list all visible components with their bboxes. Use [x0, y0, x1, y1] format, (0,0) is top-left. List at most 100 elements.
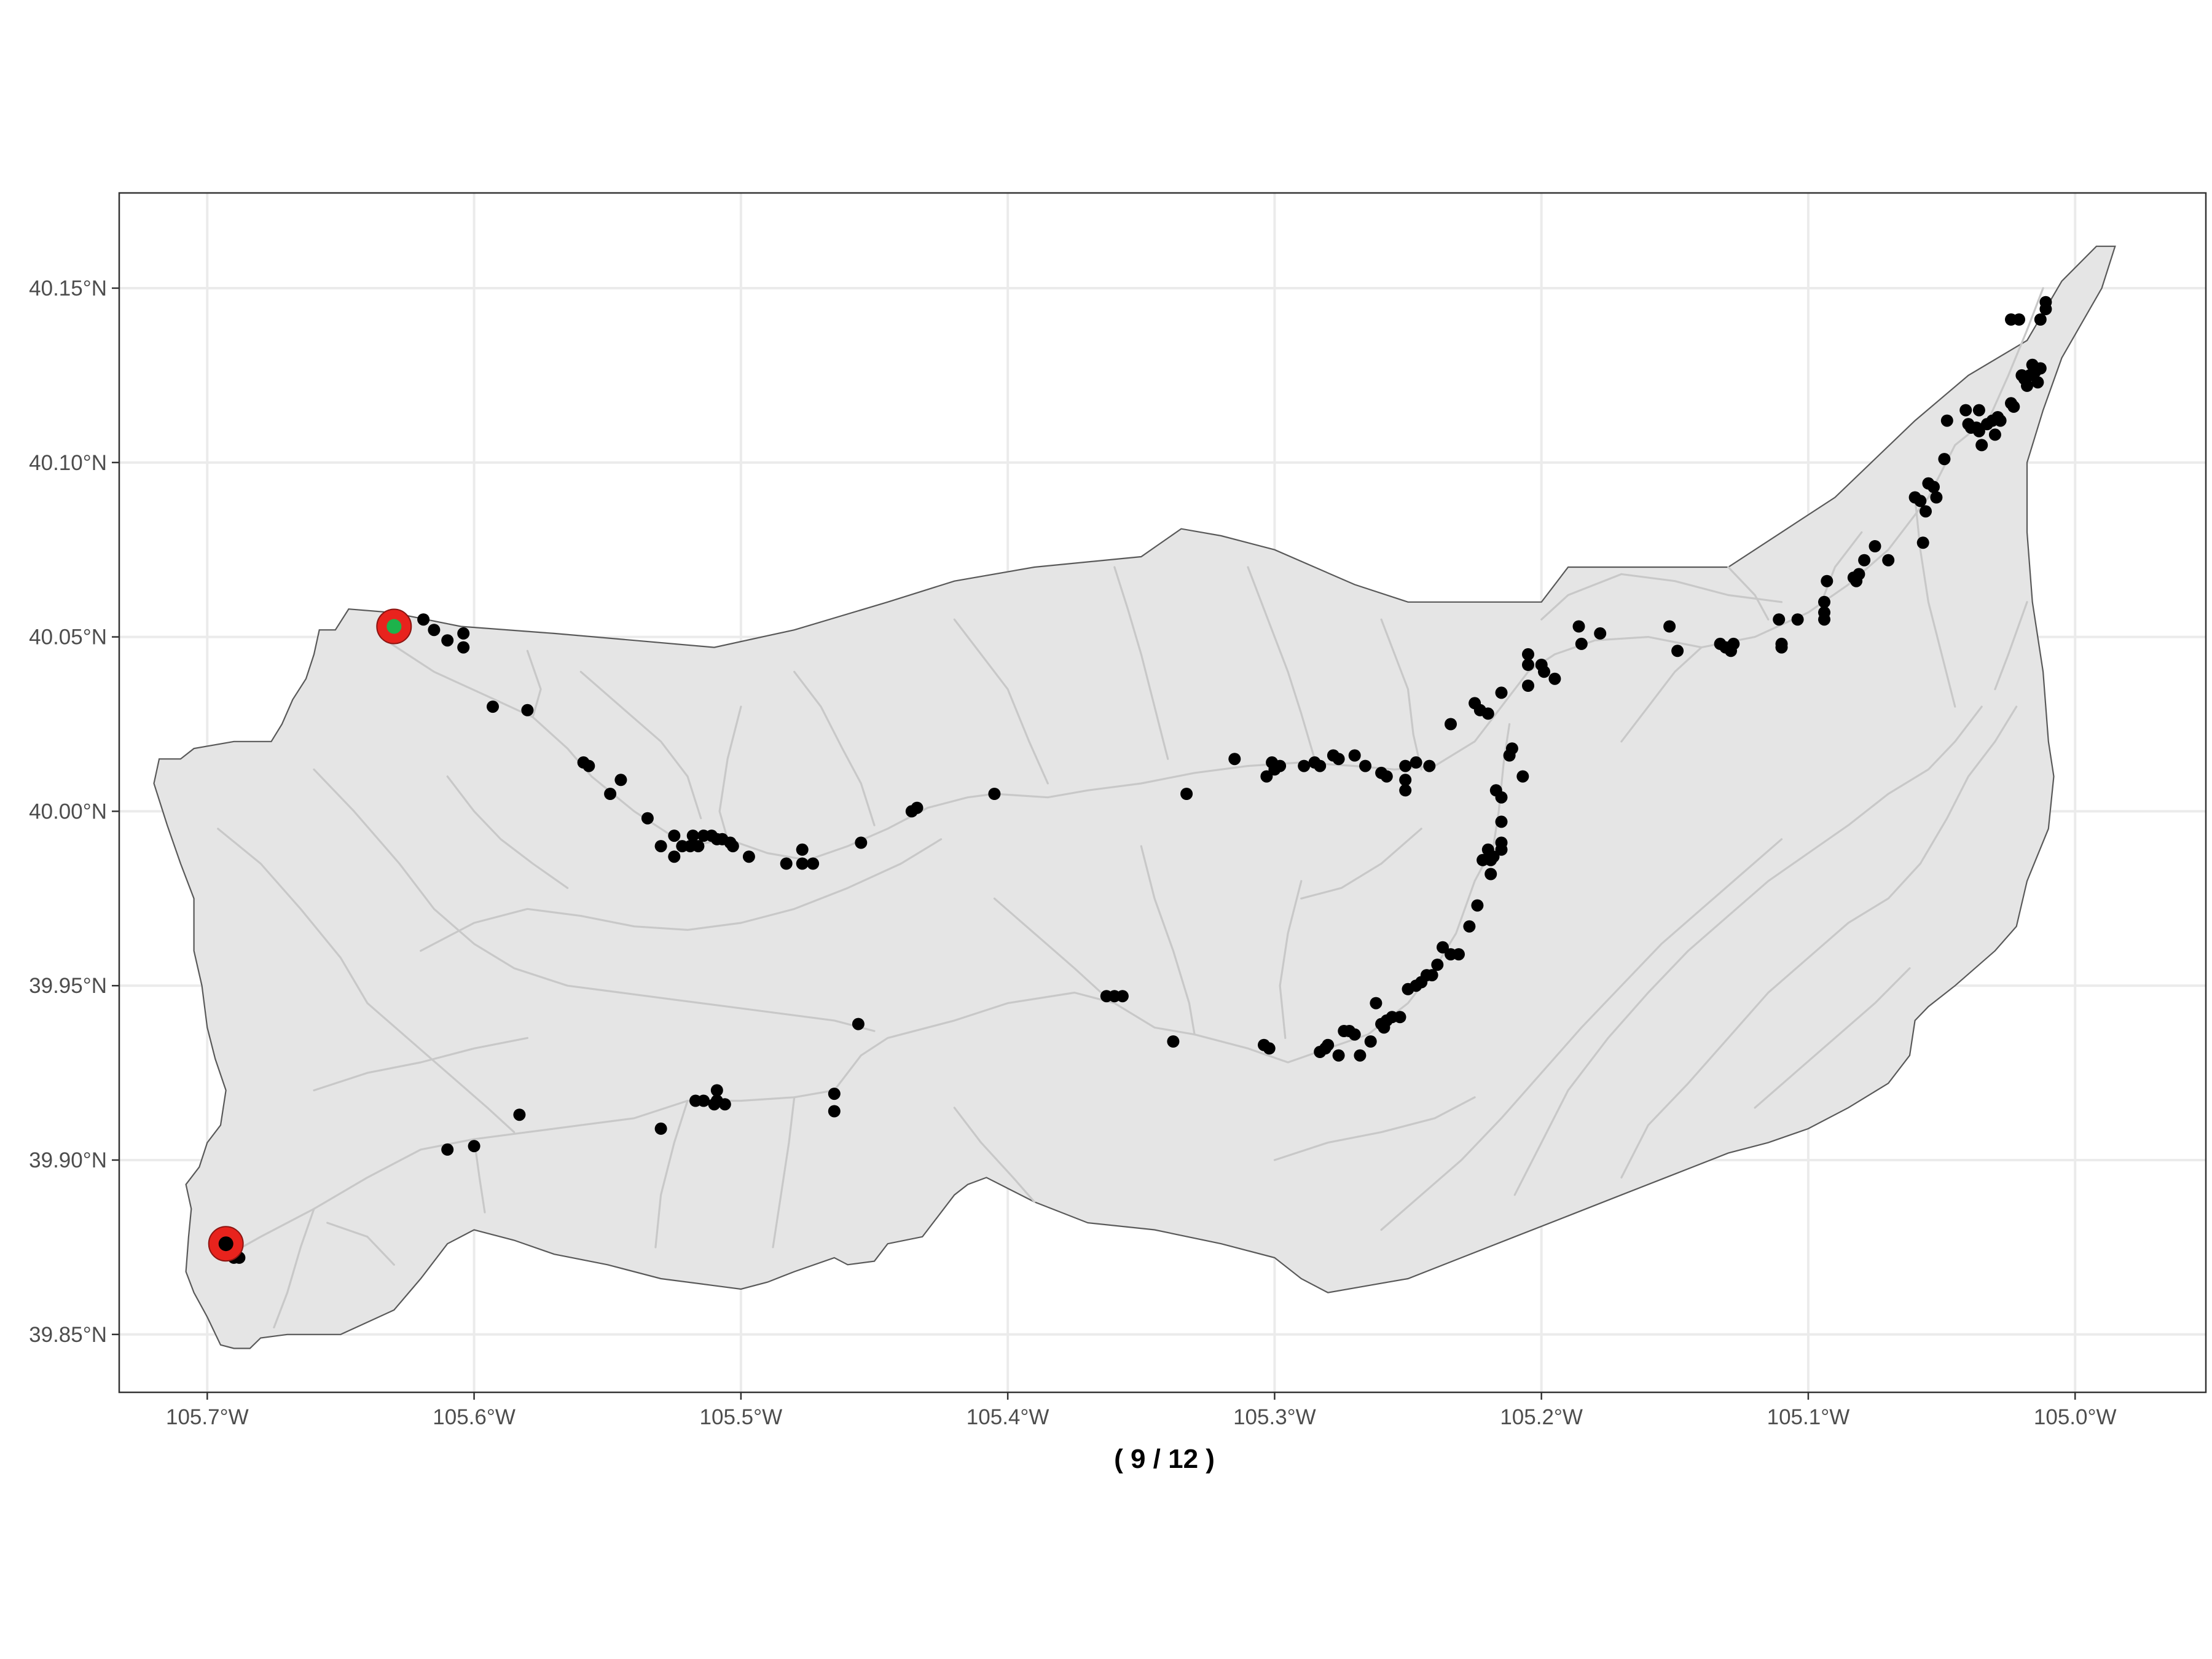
site-point	[2007, 400, 2020, 413]
stream-line	[953, 618, 1049, 785]
site-point	[441, 634, 454, 647]
site-point	[828, 1105, 841, 1118]
x-tick-label: 105.0°W	[2034, 1405, 2117, 1429]
site-point	[686, 830, 699, 842]
site-point	[668, 850, 681, 863]
site-point	[2031, 376, 2044, 389]
stream-line	[953, 1107, 1036, 1203]
stream-line	[718, 705, 742, 841]
site-point	[1972, 404, 1985, 417]
site-point	[807, 857, 820, 870]
site-point	[457, 641, 470, 654]
site-point	[582, 759, 595, 772]
site-point	[1495, 815, 1508, 828]
y-tick-label: 39.85°N	[29, 1323, 107, 1347]
plot-panel-border	[118, 192, 2207, 1394]
site-point	[1410, 756, 1422, 769]
site-point	[710, 1084, 723, 1097]
y-tick-label: 39.95°N	[29, 974, 107, 998]
site-point	[1503, 749, 1516, 762]
site-point	[654, 840, 667, 853]
site-point	[468, 1140, 480, 1153]
x-tick-label: 105.6°W	[433, 1405, 516, 1429]
stream-line	[1754, 967, 1911, 1109]
site-point	[1258, 1038, 1270, 1051]
stream-network	[217, 287, 2044, 1328]
site-point	[1818, 595, 1830, 608]
site-point	[692, 840, 705, 853]
y-tick-label: 40.15°N	[29, 276, 107, 300]
site-point	[2005, 313, 2017, 326]
site-point	[1818, 613, 1830, 626]
stream-line	[446, 775, 569, 889]
y-tick-label: 39.90°N	[29, 1148, 107, 1172]
stream-line	[772, 1096, 796, 1249]
site-point	[1180, 788, 1193, 800]
site-point	[828, 1088, 841, 1100]
site-point	[441, 1143, 454, 1156]
highlight-marker-center	[386, 619, 402, 634]
site-point	[1484, 868, 1497, 880]
site-point	[1423, 759, 1436, 772]
site-point	[1228, 753, 1241, 766]
site-point	[1538, 665, 1550, 678]
site-point	[1495, 686, 1508, 699]
site-point	[1920, 505, 1932, 518]
site-point	[1274, 759, 1287, 772]
site-point	[1370, 997, 1382, 1010]
site-point	[1727, 637, 1740, 650]
stream-line	[217, 828, 516, 1134]
site-point	[654, 1122, 667, 1135]
site-point	[668, 830, 681, 842]
site-point	[2039, 303, 2052, 315]
site-point	[1821, 575, 1834, 587]
site-point	[1522, 659, 1534, 671]
site-point	[796, 843, 809, 856]
site-point	[1380, 770, 1393, 783]
site-point	[1775, 641, 1788, 654]
site-point	[1773, 613, 1786, 626]
x-tick-label: 105.4°W	[967, 1405, 1049, 1429]
site-point	[1399, 784, 1412, 797]
site-point	[1100, 990, 1113, 1003]
site-point	[1522, 648, 1534, 661]
site-point	[641, 812, 654, 825]
site-point	[1938, 453, 1951, 466]
site-point	[796, 857, 809, 870]
site-point	[1516, 770, 1529, 783]
site-point	[1858, 554, 1871, 567]
site-point	[1445, 948, 1457, 961]
site-point	[1437, 941, 1449, 954]
stream-line	[1821, 531, 1863, 603]
stream-line	[1279, 880, 1303, 1039]
x-tick-label: 105.3°W	[1233, 1405, 1316, 1429]
y-tick-label: 40.00°N	[29, 799, 107, 823]
highlight-marker-center	[218, 1236, 233, 1252]
stream-line	[1380, 618, 1422, 771]
site-point	[1914, 495, 1927, 508]
site-point	[1663, 620, 1676, 633]
stream-line	[1380, 838, 1783, 1231]
site-point	[1928, 480, 1940, 493]
site-point	[1975, 439, 1988, 452]
site-point	[1402, 982, 1414, 995]
site-point	[1359, 759, 1371, 772]
site-point	[1988, 428, 2001, 441]
site-point	[988, 788, 1001, 800]
site-point	[1445, 718, 1457, 731]
y-tick-label: 40.10°N	[29, 451, 107, 475]
site-point	[1364, 1035, 1377, 1048]
site-point	[718, 1098, 731, 1111]
site-point	[1959, 404, 1972, 417]
site-point	[417, 613, 430, 626]
stream-line	[313, 1037, 529, 1092]
basin-polygon	[153, 245, 2116, 1349]
site-point	[614, 774, 627, 786]
site-point	[852, 1018, 865, 1030]
stream-line	[1273, 1096, 1476, 1161]
site-point	[1399, 774, 1412, 786]
site-point	[1930, 491, 1943, 504]
site-point	[1916, 536, 1929, 549]
site-point	[689, 1094, 702, 1107]
